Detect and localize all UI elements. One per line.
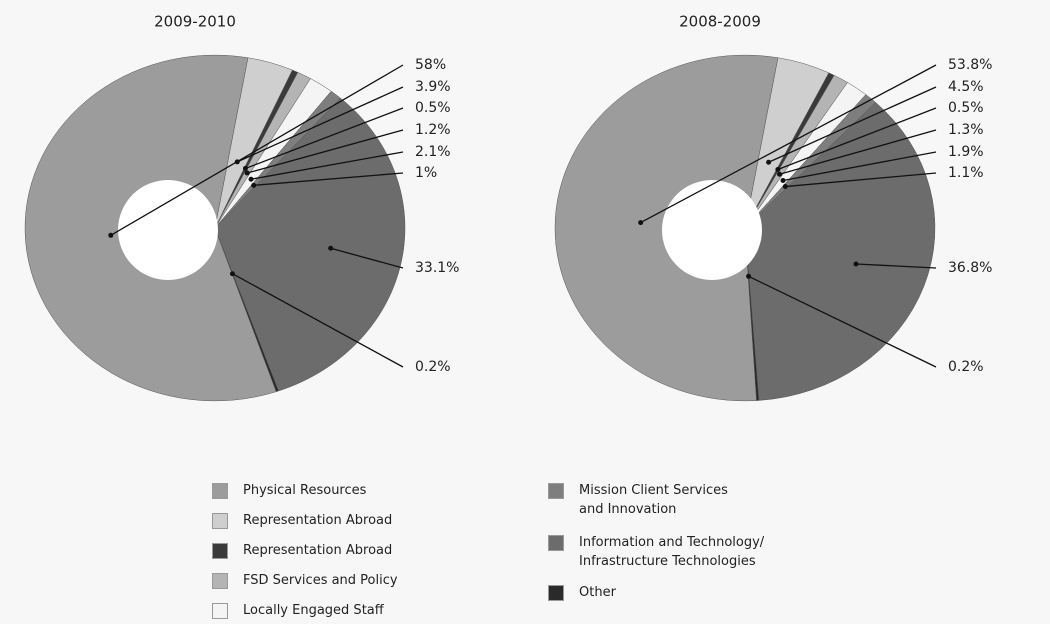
- value-label: 1.9%: [948, 144, 984, 160]
- leader-line: [768, 86, 937, 163]
- legend-label: Representation Abroad: [243, 543, 393, 558]
- value-label: 1.2%: [415, 122, 451, 138]
- value-label: 4.5%: [948, 79, 984, 95]
- legend-swatch: [212, 603, 228, 619]
- leader-dot: [777, 171, 783, 177]
- value-label: 1.1%: [948, 165, 984, 181]
- legend-label: Information and Technology/ Infrastructu…: [579, 535, 765, 569]
- leader-line: [250, 151, 404, 180]
- legend-swatch: [548, 535, 564, 551]
- value-label: 53.8%: [948, 57, 992, 73]
- value-label: 36.8%: [948, 260, 992, 276]
- legend-swatch: [212, 543, 228, 559]
- leader-line: [782, 151, 937, 182]
- value-label: 0.5%: [948, 100, 984, 116]
- legend-swatch: [212, 573, 228, 589]
- leader-dot: [242, 165, 248, 171]
- leader-line: [785, 172, 937, 188]
- donut-hole: [118, 180, 218, 280]
- leader-dot: [234, 159, 240, 165]
- leader-line: [236, 86, 404, 163]
- leader-dot: [766, 159, 772, 165]
- leader-line: [748, 275, 937, 368]
- leader-dot: [853, 261, 859, 267]
- value-label: 58%: [415, 57, 446, 73]
- leader-dot: [782, 184, 788, 190]
- leader-line: [640, 64, 937, 224]
- legend-label: Other: [579, 585, 616, 600]
- leader-line: [245, 107, 404, 170]
- slice: [214, 227, 279, 392]
- leader-dot: [108, 232, 114, 238]
- legend-label: Mission Client Services and Innovation: [579, 483, 728, 517]
- leader-dot: [780, 177, 786, 183]
- legend-swatch: [548, 483, 564, 499]
- leader-dot: [746, 273, 752, 279]
- chart-title: 2009-2010: [154, 13, 236, 31]
- leader-dot: [638, 220, 644, 226]
- leader-dot: [775, 167, 781, 173]
- value-label: 33.1%: [415, 260, 459, 276]
- value-label: 1.3%: [948, 122, 984, 138]
- value-label: 3.9%: [415, 79, 451, 95]
- leader-line: [253, 172, 404, 186]
- leader-dot: [251, 182, 257, 188]
- donut-hole: [662, 180, 762, 280]
- leader-line: [330, 247, 404, 269]
- slice: [744, 227, 760, 401]
- charts: 2009-2010 58% 3.9% 0.5% 1.2% 2.1% 1% 33.1% 0.2% 2…: [24, 13, 992, 402]
- leader-line: [110, 64, 404, 236]
- leader-dot: [248, 176, 254, 182]
- leader-dot: [244, 170, 250, 176]
- value-label: 0.5%: [415, 100, 451, 116]
- leader-dot: [328, 245, 334, 251]
- legend-swatch: [212, 483, 228, 499]
- leader-dot: [229, 271, 235, 277]
- value-label: 0.2%: [415, 359, 451, 375]
- value-label: 1%: [415, 165, 437, 181]
- leader-line: [779, 129, 937, 175]
- legend-swatch: [548, 585, 564, 601]
- value-label: 2.1%: [415, 144, 451, 160]
- leader-line: [855, 263, 937, 269]
- legend-label: Representation Abroad: [243, 513, 393, 528]
- legend-label: Physical Resources: [243, 483, 367, 498]
- leader-line: [777, 107, 937, 171]
- leader-line: [246, 129, 404, 174]
- legend-swatch: [212, 513, 228, 529]
- leader-line: [232, 273, 404, 368]
- legend-label: FSD Services and Policy: [243, 573, 398, 588]
- chart-title: 2008-2009: [679, 13, 761, 31]
- slice: [214, 97, 406, 392]
- value-label: 0.2%: [948, 359, 984, 375]
- legend-label: Locally Engaged Staff: [243, 603, 384, 618]
